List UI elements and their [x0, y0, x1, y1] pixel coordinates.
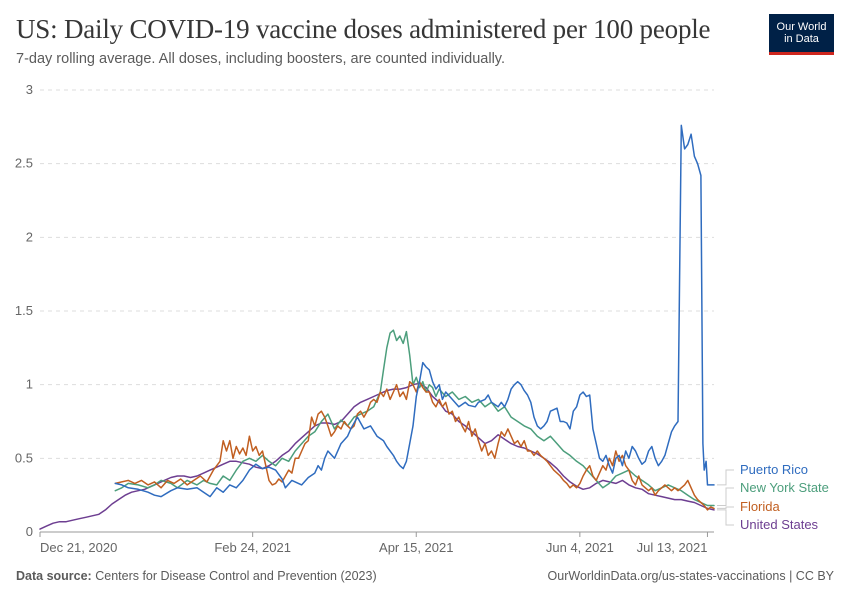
chart-title: US: Daily COVID-19 vaccine doses adminis… — [16, 14, 711, 44]
x-tick-label: Dec 21, 2020 — [40, 540, 117, 555]
data-source-label: Data source: — [16, 569, 92, 583]
legend-label-puerto-rico[interactable]: Puerto Rico — [740, 462, 808, 477]
x-tick-label: Jul 13, 2021 — [637, 540, 708, 555]
data-source: Data source: Centers for Disease Control… — [16, 569, 377, 583]
y-tick-label: 1 — [26, 377, 33, 392]
legend-connector — [717, 487, 734, 506]
series-line-florida[interactable] — [114, 380, 715, 511]
logo-line-2: in Data — [784, 33, 819, 45]
legend-label-florida[interactable]: Florida — [740, 499, 781, 514]
x-tick-label: Jun 4, 2021 — [546, 540, 614, 555]
y-tick-label: 1.5 — [15, 303, 33, 318]
legend-connector — [717, 506, 734, 509]
grid-lines — [40, 89, 714, 459]
series-line-new-york-state[interactable] — [114, 329, 715, 507]
footer-link[interactable]: OurWorldinData.org/us-states-vaccination… — [547, 569, 834, 583]
legend-label-united-states[interactable]: United States — [740, 517, 819, 532]
series-lines — [39, 124, 715, 530]
series-line-united-states[interactable] — [39, 382, 715, 530]
y-tick-label: 0.5 — [15, 450, 33, 465]
x-tick-label: Apr 15, 2021 — [379, 540, 453, 555]
legend-label-new-york-state[interactable]: New York State — [740, 480, 829, 495]
legend-connector — [717, 509, 734, 526]
legend: Puerto Rico New York State Florida United S… — [717, 462, 829, 532]
y-tick-label: 2.5 — [15, 156, 33, 171]
series-line-puerto-rico[interactable] — [114, 124, 715, 498]
x-tick-label: Feb 24, 2021 — [214, 540, 291, 555]
owid-logo[interactable]: Our World in Data — [769, 14, 834, 55]
legend-connector — [717, 469, 734, 486]
y-tick-label: 2 — [26, 229, 33, 244]
x-axis: Dec 21, 2020 Feb 24, 2021 Apr 15, 2021 Jun … — [39, 531, 714, 555]
y-axis-ticks: 0 0.5 1 1.5 2 2.5 3 — [15, 82, 33, 539]
logo-line-1: Our World — [776, 21, 827, 33]
y-tick-label: 0 — [26, 524, 33, 539]
data-source-text: Centers for Disease Control and Preventi… — [95, 569, 377, 583]
y-tick-label: 3 — [26, 82, 33, 97]
chart-subtitle: 7-day rolling average. All doses, includ… — [16, 51, 505, 67]
